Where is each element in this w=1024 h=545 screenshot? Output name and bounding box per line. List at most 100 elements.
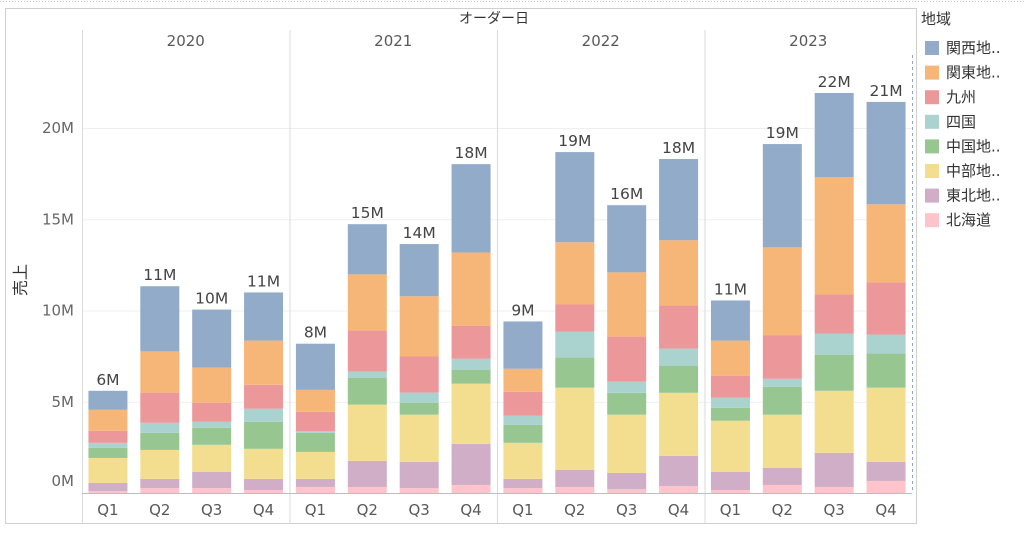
bar-segment-2023-q4-series-3[interactable] (867, 282, 906, 334)
bar-segment-2022-q1-series-3[interactable] (503, 392, 542, 416)
bar-segment-2020-q1-series-7[interactable] (88, 483, 127, 491)
bar-segment-2020-q2-series-2[interactable] (140, 351, 179, 392)
bar-segment-2022-q1-series-1[interactable] (503, 321, 542, 368)
bar-segment-2023-q2-series-1[interactable] (763, 144, 802, 247)
bar-segment-2021-q3-series-4[interactable] (400, 393, 439, 403)
bar-segment-2021-q1-series-3[interactable] (296, 412, 335, 431)
bar-segment-2020-q1-series-5[interactable] (88, 448, 127, 458)
bar-segment-2023-q2-series-6[interactable] (763, 415, 802, 468)
bar-segment-2023-q1-series-3[interactable] (711, 376, 750, 398)
bar-segment-2023-q4-series-6[interactable] (867, 388, 906, 462)
bar-segment-2021-q2-series-7[interactable] (348, 461, 387, 487)
bar-segment-2023-q4-series-5[interactable] (867, 354, 906, 388)
bar-segment-2021-q2-series-8[interactable] (348, 487, 387, 493)
bar-segment-2022-q4-series-7[interactable] (659, 456, 698, 486)
bar-segment-2020-q3-series-5[interactable] (192, 428, 231, 445)
column-header-order-date[interactable]: オーダー日 (459, 11, 529, 27)
bar-segment-2023-q4-series-4[interactable] (867, 335, 906, 354)
bar-segment-2023-q2-series-7[interactable] (763, 468, 802, 485)
legend-item-3[interactable]: 九州 (925, 88, 976, 106)
quarter-label-2022-q1[interactable]: Q1 (512, 501, 533, 519)
legend-item-6[interactable]: 中部地.. (925, 162, 1001, 180)
bar-segment-2022-q1-series-8[interactable] (503, 488, 542, 493)
bar-segment-2022-q4-series-8[interactable] (659, 486, 698, 493)
bar-segment-2022-q2-series-7[interactable] (555, 470, 594, 487)
bar-segment-2020-q4-series-1[interactable] (244, 292, 283, 340)
quarter-label-2022-q4[interactable]: Q4 (668, 501, 689, 519)
bar-segment-2022-q2-series-4[interactable] (555, 331, 594, 357)
year-header-2022[interactable]: 2022 (582, 32, 620, 50)
bar-segment-2021-q3-series-1[interactable] (400, 244, 439, 296)
bar-segment-2023-q3-series-2[interactable] (815, 177, 854, 294)
bar-segment-2022-q4-series-5[interactable] (659, 366, 698, 393)
bar-segment-2021-q3-series-6[interactable] (400, 415, 439, 462)
bar-segment-2021-q1-series-1[interactable] (296, 344, 335, 390)
bar-segment-2022-q3-series-6[interactable] (607, 415, 646, 473)
bar-segment-2021-q4-series-1[interactable] (452, 164, 491, 252)
bar-segment-2022-q2-series-5[interactable] (555, 358, 594, 388)
bar-segment-2022-q2-series-8[interactable] (555, 487, 594, 493)
quarter-label-2020-q3[interactable]: Q3 (201, 501, 222, 519)
bar-segment-2022-q2-series-3[interactable] (555, 304, 594, 331)
quarter-label-2021-q4[interactable]: Q4 (460, 501, 481, 519)
bar-segment-2020-q2-series-6[interactable] (140, 450, 179, 479)
bar-segment-2021-q3-series-3[interactable] (400, 356, 439, 392)
bar-segment-2023-q4-series-7[interactable] (867, 462, 906, 481)
legend-item-4[interactable]: 四国 (925, 113, 976, 131)
bar-segment-2021-q4-series-4[interactable] (452, 359, 491, 370)
bar-segment-2022-q3-series-3[interactable] (607, 337, 646, 382)
bar-segment-2023-q4-series-1[interactable] (867, 102, 906, 204)
bar-segment-2021-q2-series-5[interactable] (348, 378, 387, 405)
bar-segment-2020-q4-series-7[interactable] (244, 479, 283, 490)
bar-segment-2021-q2-series-1[interactable] (348, 224, 387, 274)
quarter-label-2020-q2[interactable]: Q2 (149, 501, 170, 519)
bar-segment-2023-q1-series-6[interactable] (711, 421, 750, 472)
bar-segment-2023-q3-series-1[interactable] (815, 93, 854, 177)
bar-segment-2020-q1-series-3[interactable] (88, 431, 127, 443)
bar-segment-2023-q3-series-8[interactable] (815, 487, 854, 493)
bar-segment-2023-q1-series-7[interactable] (711, 472, 750, 490)
bar-segment-2021-q3-series-8[interactable] (400, 488, 439, 493)
bar-segment-2021-q1-series-2[interactable] (296, 390, 335, 412)
year-header-2021[interactable]: 2021 (374, 32, 412, 50)
bar-segment-2023-q2-series-8[interactable] (763, 485, 802, 493)
quarter-label-2021-q3[interactable]: Q3 (409, 501, 430, 519)
bar-segment-2023-q1-series-5[interactable] (711, 408, 750, 421)
bar-segment-2021-q2-series-2[interactable] (348, 274, 387, 330)
bar-segment-2021-q1-series-5[interactable] (296, 433, 335, 452)
bar-segment-2020-q1-series-2[interactable] (88, 410, 127, 431)
bar-segment-2021-q1-series-8[interactable] (296, 487, 335, 493)
year-header-2020[interactable]: 2020 (167, 32, 205, 50)
bar-segment-2020-q2-series-1[interactable] (140, 286, 179, 351)
bar-segment-2023-q2-series-4[interactable] (763, 379, 802, 387)
bar-segment-2020-q3-series-1[interactable] (192, 310, 231, 368)
bar-segment-2023-q3-series-4[interactable] (815, 333, 854, 354)
bar-segment-2020-q2-series-3[interactable] (140, 393, 179, 423)
bar-segment-2020-q3-series-3[interactable] (192, 403, 231, 422)
bar-segment-2021-q4-series-6[interactable] (452, 384, 491, 444)
bar-segment-2023-q1-series-8[interactable] (711, 490, 750, 493)
bar-segment-2020-q3-series-6[interactable] (192, 445, 231, 472)
legend-item-2[interactable]: 関東地.. (925, 64, 1001, 82)
bar-segment-2020-q3-series-7[interactable] (192, 472, 231, 488)
quarter-label-2022-q2[interactable]: Q2 (564, 501, 585, 519)
bar-segment-2022-q1-series-5[interactable] (503, 425, 542, 443)
bar-segment-2022-q4-series-6[interactable] (659, 393, 698, 456)
bar-segment-2020-q4-series-3[interactable] (244, 385, 283, 409)
bar-segment-2023-q3-series-3[interactable] (815, 294, 854, 333)
bar-segment-2022-q1-series-6[interactable] (503, 443, 542, 479)
bar-segment-2021-q4-series-3[interactable] (452, 326, 491, 359)
quarter-label-2022-q3[interactable]: Q3 (616, 501, 637, 519)
bar-segment-2021-q4-series-2[interactable] (452, 252, 491, 325)
year-header-2023[interactable]: 2023 (789, 32, 827, 50)
legend-item-7[interactable]: 東北地.. (925, 187, 1001, 205)
bar-segment-2021-q1-series-6[interactable] (296, 452, 335, 479)
bar-segment-2020-q4-series-8[interactable] (244, 490, 283, 493)
bar-segment-2023-q3-series-7[interactable] (815, 453, 854, 487)
legend-item-8[interactable]: 北海道 (925, 211, 991, 229)
quarter-label-2023-q2[interactable]: Q2 (772, 501, 793, 519)
bar-segment-2020-q4-series-5[interactable] (244, 422, 283, 449)
bar-segment-2021-q2-series-4[interactable] (348, 372, 387, 378)
bar-segment-2020-q1-series-8[interactable] (88, 491, 127, 493)
bar-segment-2022-q3-series-5[interactable] (607, 393, 646, 415)
